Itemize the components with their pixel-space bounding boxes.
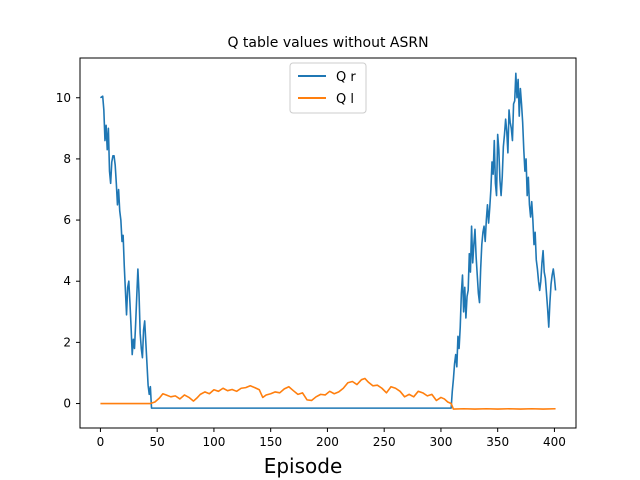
x-tick-label: 0 xyxy=(97,435,105,449)
x-axis-label: Episode xyxy=(264,454,343,478)
y-tick-label: 8 xyxy=(63,152,71,166)
x-axis: 0 50 100 150 200 250 300 350 400 xyxy=(97,428,566,449)
y-tick-label: 6 xyxy=(63,213,71,227)
plot-area xyxy=(79,57,577,429)
plot-frame xyxy=(79,57,577,429)
legend-label-q-r: Q r xyxy=(336,70,356,85)
legend: Q r Q l xyxy=(289,62,367,114)
x-tick-label: 400 xyxy=(543,435,566,449)
legend-label-q-l: Q l xyxy=(336,92,354,107)
x-tick-label: 350 xyxy=(486,435,509,449)
y-tick-label: 10 xyxy=(56,91,71,105)
x-tick-label: 200 xyxy=(316,435,339,449)
y-tick-label: 4 xyxy=(63,274,71,288)
x-tick-label: 250 xyxy=(373,435,396,449)
y-tick-label: 0 xyxy=(63,397,71,411)
series-line-q-l xyxy=(100,377,556,410)
x-tick-label: 150 xyxy=(259,435,282,449)
chart-title: Q table values without ASRN xyxy=(227,35,428,51)
x-tick-label: 50 xyxy=(150,435,165,449)
series-layer xyxy=(99,72,557,410)
y-tick-label: 2 xyxy=(63,335,71,349)
x-tick-label: 100 xyxy=(202,435,225,449)
x-tick-label: 300 xyxy=(429,435,452,449)
y-axis: 0 2 4 6 8 10 xyxy=(56,91,80,411)
series-line-q-r xyxy=(99,72,557,409)
